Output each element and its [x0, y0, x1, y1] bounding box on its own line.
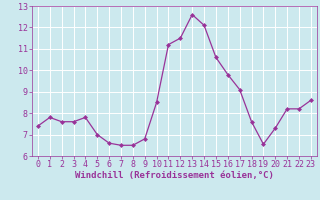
X-axis label: Windchill (Refroidissement éolien,°C): Windchill (Refroidissement éolien,°C) — [75, 171, 274, 180]
